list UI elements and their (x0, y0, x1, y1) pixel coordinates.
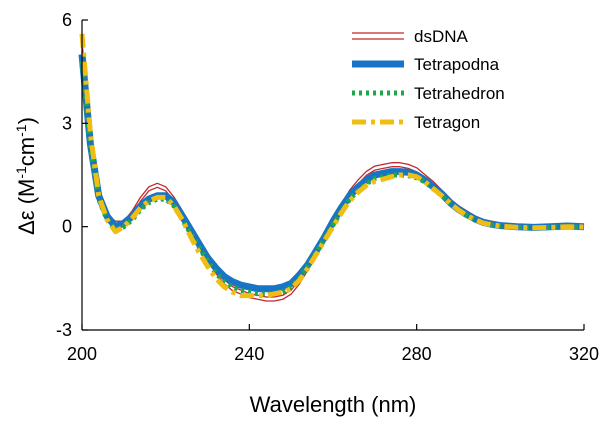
y-axis-title-main: Δε (M (14, 179, 39, 235)
x-tick-label: 320 (569, 344, 599, 364)
legend-label-Tetragon: Tetragon (414, 113, 480, 132)
plot-lines (78, 33, 585, 302)
series-line-Tetrapodna (78, 54, 585, 293)
y-axis-title-end: ) (14, 117, 39, 124)
legend-label-Tetrahedron: Tetrahedron (414, 84, 505, 103)
series-line-Tetrahedron (79, 61, 585, 297)
legend: dsDNA Tetrapodna Tetrahedron Tetragon (352, 27, 505, 132)
y-axis-title-sup1: -1 (13, 166, 29, 179)
series-line-dsDNA-second (81, 46, 585, 302)
y-tick-label: 0 (62, 217, 72, 237)
y-axis-title-mid: cm (14, 137, 39, 166)
x-tick-label: 280 (402, 344, 432, 364)
series-line-dsDNA (81, 42, 585, 298)
x-tick-label: 240 (234, 344, 264, 364)
series-line-Tetragon (79, 33, 585, 299)
y-axis-title: Δε (M-1cm-1) (13, 117, 39, 235)
y-axis-title-sup2: -1 (13, 124, 29, 137)
legend-label-dsDNA: dsDNA (414, 27, 469, 46)
ticks (81, 19, 585, 331)
y-tick-label: -3 (56, 320, 72, 340)
axes (81, 20, 584, 331)
y-tick-label: 3 (62, 113, 72, 133)
x-tick-label: 200 (67, 344, 97, 364)
tick-labels: 200 240 280 320 -3 0 3 6 (56, 10, 599, 364)
x-axis-title: Wavelength (nm) (250, 392, 417, 417)
y-tick-label: 6 (62, 10, 72, 30)
legend-label-Tetrapodna: Tetrapodna (414, 55, 500, 74)
